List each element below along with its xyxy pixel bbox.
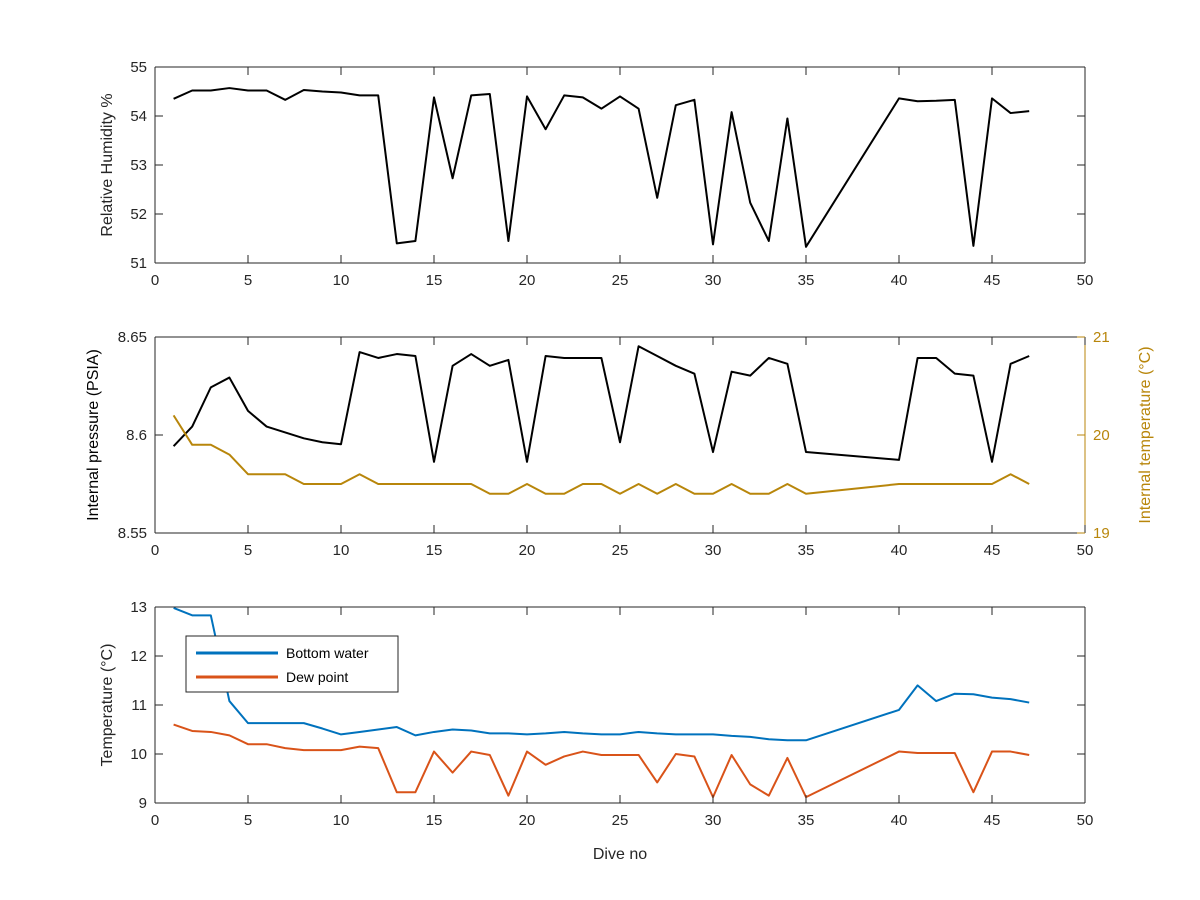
- y-tick-label: 51: [130, 255, 147, 272]
- y-tick-label: 52: [130, 206, 147, 223]
- series-line-bottom-water: [173, 607, 1030, 742]
- legend-label-dew-point: Dew point: [286, 669, 348, 685]
- series-line-1-1: [173, 87, 1030, 248]
- x-tick-label: 30: [705, 272, 722, 289]
- x-tick-label: 0: [151, 542, 159, 559]
- x-tick-label: 45: [984, 812, 1001, 829]
- y2-tick-label: 19: [1093, 525, 1110, 542]
- y-tick-label: 12: [130, 648, 147, 665]
- x-tick-label: 10: [333, 272, 350, 289]
- x-tick-label: 50: [1077, 272, 1094, 289]
- x-tick-label: 15: [426, 272, 443, 289]
- plot-area: [155, 337, 1085, 533]
- y2-axis-title: Internal temperature (°C): [1137, 346, 1154, 523]
- y-tick-label: 8.65: [118, 329, 147, 346]
- y-tick-label: 8.55: [118, 525, 147, 542]
- x-tick-label: 25: [612, 272, 629, 289]
- y2-tick-label: 21: [1093, 329, 1110, 346]
- chart-panel-2: 0 5 10 15 20 25 30 35 40 45 50 8.55 8.6 8.65 19 20 21 Int…: [85, 329, 1154, 559]
- x-tick-label: 35: [798, 272, 815, 289]
- x-tick-label: 20: [519, 812, 536, 829]
- x-tick-label: 35: [798, 812, 815, 829]
- x-tick-label: 25: [612, 542, 629, 559]
- x-tick-label: 30: [705, 542, 722, 559]
- y-tick-label: 11: [131, 697, 147, 714]
- x-tick-label: 45: [984, 542, 1001, 559]
- x-tick-label: 40: [891, 812, 908, 829]
- series-line-2-2: [172, 414, 1030, 495]
- x-tick-label: 35: [798, 542, 815, 559]
- y-axis-title: Internal pressure (PSIA): [85, 349, 102, 521]
- x-tick-label: 20: [519, 272, 536, 289]
- y-tick-label: 54: [130, 108, 147, 125]
- legend: Bottom water Dew point: [185, 635, 399, 693]
- x-tick-label: 20: [519, 542, 536, 559]
- legend-label-bottom-water: Bottom water: [286, 645, 369, 661]
- y2-tick-label: 20: [1093, 427, 1110, 444]
- y-tick-label: 8.6: [126, 427, 147, 444]
- legend-box: [185, 635, 399, 693]
- x-tick-label: 40: [891, 542, 908, 559]
- chart-panel-3: 0 5 10 15 20 25 30 35 40 45 50 9 10 11 12 13 Temperature…: [99, 599, 1093, 863]
- chart-panel-1: 0 5 10 15 20 25 30 35 40 45 50 51 52 53 54 55 Relative H…: [99, 59, 1093, 289]
- x-axis-title: Dive no: [593, 846, 647, 863]
- x-tick-label: 25: [612, 812, 629, 829]
- y-tick-label: 53: [130, 157, 147, 174]
- y-tick-label: 9: [139, 795, 147, 812]
- x-tick-label: 10: [333, 812, 350, 829]
- x-tick-label: 15: [426, 812, 443, 829]
- y-tick-label: 13: [130, 599, 147, 616]
- x-tick-label: 50: [1077, 542, 1094, 559]
- y-tick-label: 10: [130, 746, 147, 763]
- x-tick-label: 40: [891, 272, 908, 289]
- y-axis-title: Temperature (°C): [99, 644, 116, 767]
- x-tick-label: 5: [244, 812, 252, 829]
- x-tick-label: 0: [151, 812, 159, 829]
- x-tick-label: 15: [426, 542, 443, 559]
- x-tick-label: 10: [333, 542, 350, 559]
- series-line-2-1: [172, 345, 1030, 463]
- series-line-dew-point: [173, 723, 1030, 799]
- y-axis-title: Relative Humidity %: [99, 93, 116, 236]
- x-tick-label: 5: [244, 542, 252, 559]
- y-tick-label: 55: [130, 59, 147, 76]
- x-tick-label: 50: [1077, 812, 1094, 829]
- x-tick-label: 5: [244, 272, 252, 289]
- x-tick-label: 45: [984, 272, 1001, 289]
- plot-area: [155, 67, 1085, 263]
- x-tick-label: 0: [151, 272, 159, 289]
- x-tick-label: 30: [705, 812, 722, 829]
